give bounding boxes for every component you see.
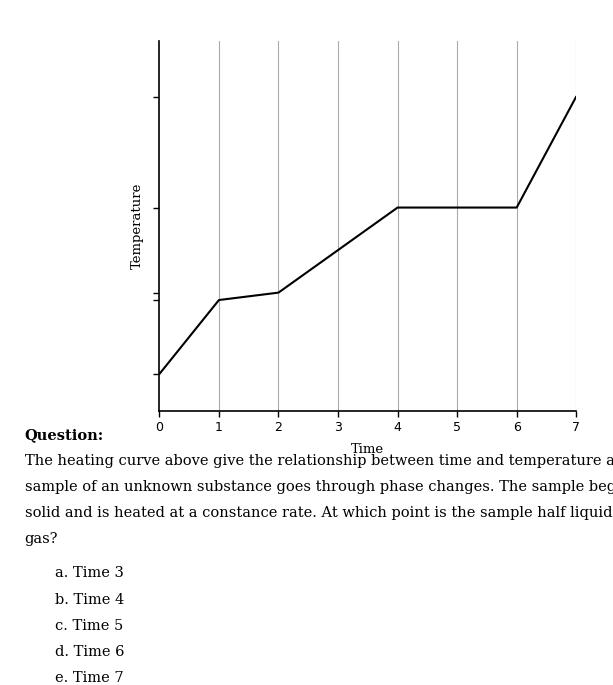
Y-axis label: Temperature: Temperature — [131, 183, 143, 269]
X-axis label: Time: Time — [351, 443, 384, 456]
Text: gas?: gas? — [25, 532, 58, 546]
Text: sample of an unknown substance goes through phase changes. The sample begins as : sample of an unknown substance goes thro… — [25, 480, 613, 494]
Text: c. Time 5: c. Time 5 — [55, 619, 123, 632]
Text: Question:: Question: — [25, 428, 104, 442]
Text: a. Time 3: a. Time 3 — [55, 566, 124, 580]
Text: solid and is heated at a constance rate. At which point is the sample half liqui: solid and is heated at a constance rate.… — [25, 506, 613, 520]
Text: b. Time 4: b. Time 4 — [55, 593, 124, 606]
Text: The heating curve above give the relationship between time and temperature as a: The heating curve above give the relatio… — [25, 454, 613, 468]
Text: e. Time 7: e. Time 7 — [55, 671, 124, 684]
Text: d. Time 6: d. Time 6 — [55, 645, 124, 658]
